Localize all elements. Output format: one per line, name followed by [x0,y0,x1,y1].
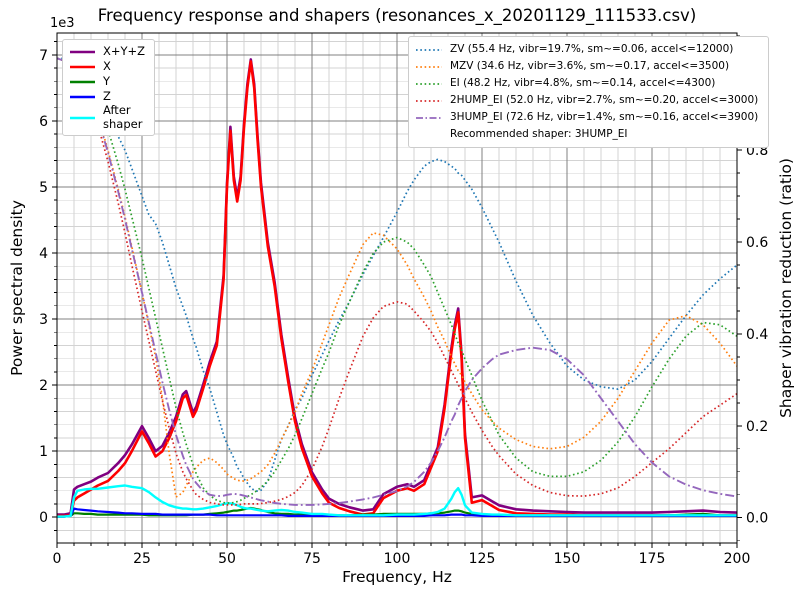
y-right-tick-label: 0.0 [746,511,768,527]
y-left-tick-label: 6 [39,114,48,130]
legend-line-sample [70,116,95,119]
legend-shapers-item: Recommended shaper: 3HUMP_EI [415,126,758,143]
x-tick-label: 150 [554,551,581,567]
series-line-3hump_ei [56,57,738,506]
legend-shapers-item: 2HUMP_EI (52.0 Hz, vibr=2.7%, sm~=0.20, … [415,92,758,109]
legend-shapers-item-label: Recommended shaper: 3HUMP_EI [450,128,628,141]
x-axis-label: Frequency, Hz [342,568,452,586]
series-line-2hump_ei [56,57,738,506]
x-tick-label: 200 [724,551,751,567]
series-line-after-shaper [57,484,737,518]
y-left-tick-label: 3 [39,312,48,328]
y-axis-label-right: Shaper vibration reduction (ratio) [777,158,795,418]
legend-handle [69,64,96,70]
legend-shapers-item: MZV (34.6 Hz, vibr=3.6%, sm~=0.17, accel… [415,58,758,75]
legend-shapers-item-label: MZV (34.6 Hz, vibr=3.6%, sm~=0.17, accel… [450,60,730,73]
legend-line-sample [415,132,443,138]
legend-line-sample [416,116,442,119]
legend-shapers-item-label: 3HUMP_EI (72.6 Hz, vibr=1.4%, sm~=0.16, … [450,111,759,124]
y-right-tick-label: 0.4 [746,327,768,343]
legend-line-sample [416,48,442,51]
series-line-zv [57,57,738,492]
y-axis-label-left: Power spectral density [8,200,26,376]
legend-psd-item-label: X [103,58,111,73]
legend-line-sample [70,50,95,53]
x-tick-label: 75 [303,551,321,567]
legend-psd-item: X [69,59,145,74]
series-line-ei [56,57,738,504]
x-tick-label: 50 [218,551,236,567]
legend-handle [69,79,96,85]
legend-line-sample [416,65,442,68]
legend-line-sample [416,99,442,102]
legend-handle [415,81,443,87]
legend-shapers-item-label: 2HUMP_EI (52.0 Hz, vibr=2.7%, sm~=0.20, … [450,94,759,107]
legend-psd-item-label: After shaper [103,103,143,131]
y-left-tick-label: 5 [39,180,48,196]
legend-psd-item-label: X+Y+Z [103,43,146,58]
legend-handle [69,115,96,121]
legend-shapers-item-label: ZV (55.4 Hz, vibr=19.7%, sm~=0.06, accel… [450,43,734,56]
legend-handle [69,94,96,100]
legend-handle [415,64,443,70]
legend-psd: X+Y+Z X Y Z After shaper [62,39,156,137]
y-left-tick-label: 0 [39,510,48,526]
legend-line-sample [70,95,95,98]
y-left-tick-label: 2 [39,378,48,394]
legend-psd-item: Z [69,89,145,104]
legend-handle [415,98,443,104]
legend-line-sample [416,82,442,85]
legend-handle [415,47,443,53]
y-right-tick-label: 0.6 [746,235,768,251]
x-tick-label: 175 [639,551,666,567]
chart-title: Frequency response and shapers (resonanc… [97,6,697,25]
legend-psd-item: After shaper [69,103,145,131]
legend-psd-item-label: Y [103,73,111,88]
legend-psd-item: X+Y+Z [69,44,145,59]
series-line-x [57,60,737,518]
legend-shapers-item: 3HUMP_EI (72.6 Hz, vibr=1.4%, sm~=0.16, … [415,109,758,126]
legend-shapers: ZV (55.4 Hz, vibr=19.7%, sm~=0.06, accel… [408,36,770,148]
legend-line-sample [70,65,95,68]
legend-shapers-item-label: EI (48.2 Hz, vibr=4.8%, sm~=0.14, accel<… [450,77,716,90]
x-tick-label: 25 [133,551,151,567]
y-axis-offset-text: 1e3 [50,16,75,31]
x-tick-label: 100 [384,551,411,567]
y-left-tick-label: 7 [39,48,48,64]
y-right-tick-label: 0.2 [746,419,768,435]
legend-psd-item-label: Z [103,88,111,103]
x-tick-label: 0 [53,551,62,567]
legend-handle [415,132,443,138]
legend-shapers-item: EI (48.2 Hz, vibr=4.8%, sm~=0.14, accel<… [415,75,758,92]
legend-line-sample [70,80,95,83]
x-tick-label: 125 [469,551,496,567]
legend-shapers-item: ZV (55.4 Hz, vibr=19.7%, sm~=0.06, accel… [415,41,758,58]
y-left-tick-label: 1 [39,444,48,460]
legend-handle [69,49,96,55]
legend-psd-item: Y [69,74,145,89]
legend-handle [415,115,443,121]
y-left-tick-label: 4 [39,246,48,262]
